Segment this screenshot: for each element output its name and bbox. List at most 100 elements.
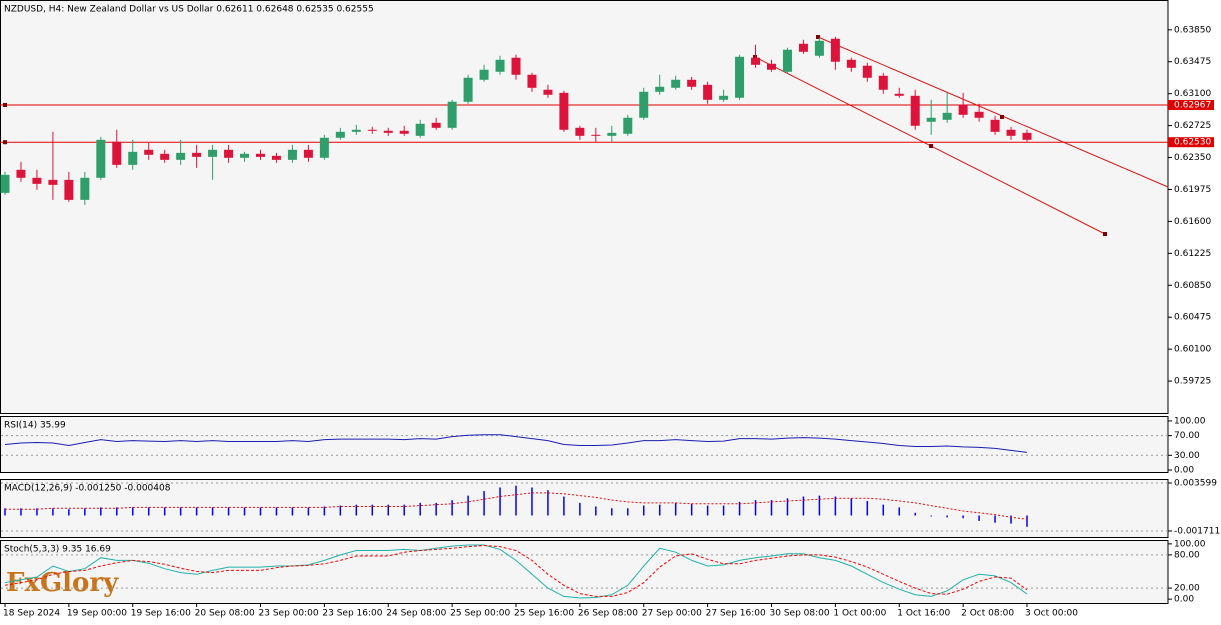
x-tick-label: 25 Sep 00:00 [450, 609, 510, 619]
candle-body [878, 75, 888, 90]
candle-body [160, 153, 170, 160]
candle-body [112, 141, 122, 165]
price-line-anchor [3, 102, 7, 107]
candle-body [48, 179, 58, 185]
y-tick-label: 0.60100 [1174, 345, 1211, 355]
y-tick-label: 0.00 [1174, 466, 1194, 476]
candle-body [543, 89, 553, 95]
y-tick-label: 0.61975 [1174, 185, 1211, 195]
candle-body [128, 151, 138, 165]
panel-frame [0, 416, 1169, 473]
anchor [816, 35, 820, 39]
candle-body [926, 117, 936, 122]
candle-body [1022, 132, 1032, 140]
y-tick-label: 0.63850 [1174, 25, 1211, 35]
x-tick-label: 20 Sep 08:00 [195, 609, 255, 619]
candle-body [80, 177, 90, 200]
candle-body [814, 40, 824, 56]
indicator-line [4, 434, 1028, 453]
candle-body [623, 117, 633, 134]
y-tick-label: 0.003599 [1174, 478, 1217, 488]
x-tick-label: 19 Sep 16:00 [131, 609, 191, 619]
candle-body [399, 130, 409, 134]
x-tick-label: 1 Oct 00:00 [833, 609, 886, 619]
candle-body [96, 139, 106, 178]
y-tick-label: 0.61225 [1174, 249, 1211, 259]
x-tick-label: 30 Sep 08:00 [770, 609, 830, 619]
y-tick-label: 0.62725 [1174, 121, 1211, 131]
panels [0, 0, 1169, 604]
y-tick-label: 0.62350 [1174, 153, 1211, 163]
candle-body [319, 137, 329, 158]
y-tick-label: 0.00 [1174, 595, 1194, 605]
logo: FxGlory [6, 568, 119, 598]
candle-body [830, 38, 840, 62]
candle-body [687, 79, 697, 87]
x-tick-label: 2 Oct 08:00 [961, 609, 1014, 619]
y-tick-label: 20.00 [1174, 584, 1200, 594]
candle-body [990, 119, 1000, 132]
candle-body [655, 86, 665, 92]
candle-body [303, 149, 313, 158]
x-tick-label: 27 Sep 00:00 [642, 609, 702, 619]
candle-body [271, 155, 281, 160]
candle-body [144, 149, 154, 155]
y-tick-label: 80.00 [1174, 550, 1200, 560]
candle-body [335, 131, 345, 138]
y-tick-label: 100.00 [1174, 539, 1206, 549]
candle-body [383, 130, 393, 133]
candle-body [64, 179, 74, 200]
price-line-tag [1168, 99, 1214, 110]
candle-body [192, 152, 202, 157]
candle-body [782, 49, 792, 72]
panel-title: NZDUSD, H4: New Zealand Dollar vs US Dol… [4, 5, 374, 15]
candle-body [351, 129, 361, 132]
panel-frame [0, 0, 1169, 414]
x-tick-label: 18 Sep 2024 [3, 609, 60, 619]
x-tick-label: 27 Sep 16:00 [706, 609, 766, 619]
y-tick-label: 70.00 [1174, 431, 1200, 441]
y-tick-label: 30.00 [1174, 451, 1200, 461]
candle-body [942, 112, 952, 120]
x-tick-label: 23 Sep 00:00 [259, 609, 319, 619]
anchor [929, 144, 933, 148]
anchor [1000, 115, 1004, 119]
candle-body [511, 57, 521, 75]
macd-signal [5, 492, 1028, 520]
x-tick-label: 3 Oct 00:00 [1025, 609, 1078, 619]
candle-body [176, 152, 186, 160]
candle-body [719, 95, 729, 100]
channel-line [817, 36, 1169, 188]
candle-body [607, 132, 617, 136]
candle-body [910, 95, 920, 126]
x-tick-label: 26 Sep 08:00 [578, 609, 638, 619]
candle-body [479, 69, 489, 80]
y-tick-label: 0.63100 [1174, 89, 1211, 99]
price-line-label: 0.62530 [1174, 138, 1211, 148]
candle-body [958, 104, 968, 115]
x-tick-label: 25 Sep 16:00 [514, 609, 574, 619]
candle-body [495, 59, 505, 72]
candle-body [1006, 129, 1016, 136]
candle-body [367, 129, 377, 131]
candle-body [16, 169, 26, 178]
price-line-anchor [3, 140, 7, 145]
candle-body [287, 149, 297, 160]
y-tick-label: 100.00 [1174, 416, 1206, 426]
candle-body [735, 56, 745, 98]
candle-body [415, 123, 425, 136]
candle-body [463, 77, 473, 102]
panel-frame [0, 479, 1169, 538]
panel-title: MACD(12,26,9) -0.001250 -0.000408 [4, 484, 171, 494]
candle-body [559, 92, 569, 130]
candle-body [639, 91, 649, 118]
candle-body [751, 57, 761, 65]
candle-body [208, 149, 218, 157]
price-line-label: 0.62967 [1174, 100, 1211, 110]
panel-title: RSI(14) 35.99 [4, 421, 66, 431]
candle-body [846, 59, 856, 68]
candle-body [862, 65, 872, 78]
candle-body [240, 153, 250, 158]
x-tick-label: 23 Sep 16:00 [322, 609, 382, 619]
panel-title: Stoch(5,3,3) 9.35 16.69 [4, 545, 111, 555]
